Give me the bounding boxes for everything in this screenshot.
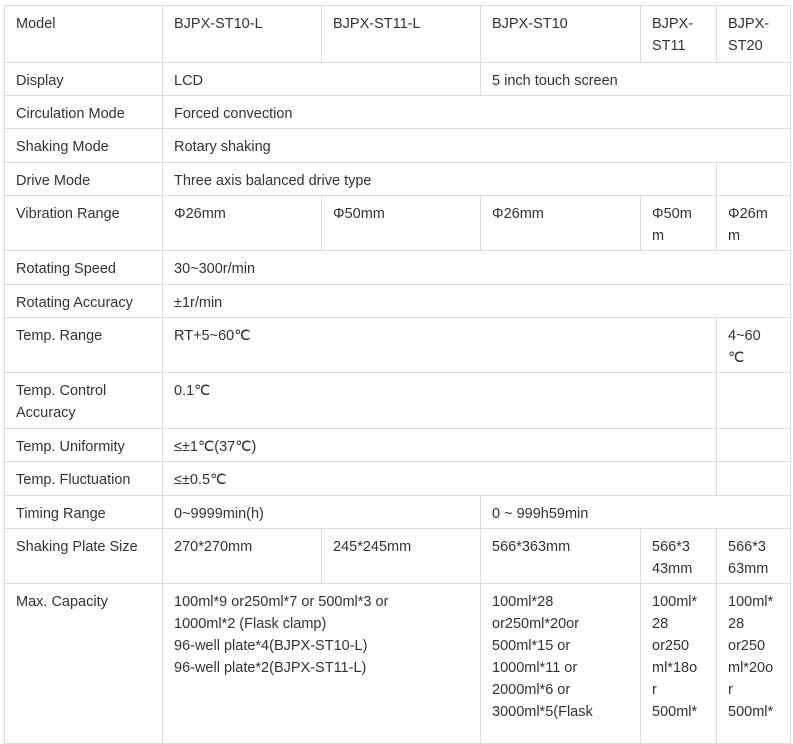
table-row: Display LCD 5 inch touch screen	[4, 62, 791, 96]
spec-cell	[716, 162, 791, 196]
spec-cell	[716, 461, 791, 496]
table-row: Rotating Speed 30~300r/min	[4, 250, 791, 285]
spec-cell: LCD	[162, 62, 481, 96]
spec-cell: Rotary shaking	[162, 128, 791, 163]
row-label: Temp. Control Accuracy	[4, 372, 163, 429]
row-label: Shaking Plate Size	[4, 528, 163, 584]
table-row: Shaking Plate Size 270*270mm 245*245mm 566*…	[4, 528, 791, 584]
spec-cell: RT+5~60℃	[162, 317, 717, 373]
row-label: Temp. Uniformity	[4, 428, 163, 462]
spec-cell: 4~60 ℃	[716, 317, 791, 373]
table-row: Shaking Mode Rotary shaking	[4, 128, 791, 163]
spec-cell: Φ26m m	[716, 195, 791, 251]
row-label: Shaking Mode	[4, 128, 163, 163]
table-row: Temp. Uniformity ≤±1℃(37℃)	[4, 428, 791, 462]
table-row: Temp. Range RT+5~60℃ 4~60 ℃	[4, 317, 791, 373]
row-label: Timing Range	[4, 495, 163, 529]
row-label: Temp. Fluctuation	[4, 461, 163, 496]
spec-cell: Φ50mm	[321, 195, 481, 251]
spec-cell: 100ml* 28 or250 ml*18o r 500ml*	[640, 583, 717, 744]
spec-cell	[716, 372, 791, 429]
spec-cell: 0~9999min(h)	[162, 495, 481, 529]
spec-cell: ≤±1℃(37℃)	[162, 428, 717, 462]
spec-cell: BJPX-ST11-L	[321, 5, 481, 63]
table-row: Drive Mode Three axis balanced drive type	[4, 162, 791, 196]
table-row: Circulation Mode Forced convection	[4, 95, 791, 129]
spec-cell: 245*245mm	[321, 528, 481, 584]
row-label: Rotating Accuracy	[4, 284, 163, 318]
row-label: Display	[4, 62, 163, 96]
spec-cell: 270*270mm	[162, 528, 322, 584]
table-row: Timing Range 0~9999min(h) 0 ~ 999h59min	[4, 495, 791, 529]
table-row: Rotating Accuracy ±1r/min	[4, 284, 791, 318]
table-row: Temp. Control Accuracy 0.1℃	[4, 372, 791, 429]
spec-cell: 566*363mm	[480, 528, 641, 584]
spec-cell: BJPX- ST20	[716, 5, 791, 63]
row-label: Rotating Speed	[4, 250, 163, 285]
spec-cell: Φ26mm	[162, 195, 322, 251]
spec-cell: 100ml* 28 or250 ml*20o r 500ml*	[716, 583, 791, 744]
spec-cell: Three axis balanced drive type	[162, 162, 717, 196]
spec-cell: 0 ~ 999h59min	[480, 495, 791, 529]
row-label: Vibration Range	[4, 195, 163, 251]
spec-cell: ±1r/min	[162, 284, 791, 318]
spec-cell: Φ50m m	[640, 195, 717, 251]
row-label: Drive Mode	[4, 162, 163, 196]
spec-cell: BJPX-ST10-L	[162, 5, 322, 63]
spec-cell: BJPX-ST10	[480, 5, 641, 63]
spec-cell: BJPX- ST11	[640, 5, 717, 63]
spec-table: Model BJPX-ST10-L BJPX-ST11-L BJPX-ST10 BJPX…	[4, 5, 791, 744]
spec-cell: 30~300r/min	[162, 250, 791, 285]
table-row: Vibration Range Φ26mm Φ50mm Φ26mm Φ50m m Φ26m…	[4, 195, 791, 251]
spec-cell: 566*3 63mm	[716, 528, 791, 584]
spec-cell: 100ml*28 or250ml*20or 500ml*15 or 1000ml…	[480, 583, 641, 744]
spec-cell: Forced convection	[162, 95, 791, 129]
spec-cell: 100ml*9 or250ml*7 or 500ml*3 or 1000ml*2…	[162, 583, 481, 744]
table-row: Max. Capacity 100ml*9 or250ml*7 or 500ml*…	[4, 583, 791, 744]
row-label: Temp. Range	[4, 317, 163, 373]
spec-cell: Φ26mm	[480, 195, 641, 251]
spec-cell: 566*3 43mm	[640, 528, 717, 584]
row-label: Circulation Mode	[4, 95, 163, 129]
table-row: Model BJPX-ST10-L BJPX-ST11-L BJPX-ST10 BJPX…	[4, 5, 791, 63]
spec-cell: ≤±0.5℃	[162, 461, 717, 496]
row-label: Model	[4, 5, 163, 63]
table-row: Temp. Fluctuation ≤±0.5℃	[4, 461, 791, 496]
spec-cell: 5 inch touch screen	[480, 62, 791, 96]
spec-cell	[716, 428, 791, 462]
row-label: Max. Capacity	[4, 583, 163, 744]
spec-cell: 0.1℃	[162, 372, 717, 429]
